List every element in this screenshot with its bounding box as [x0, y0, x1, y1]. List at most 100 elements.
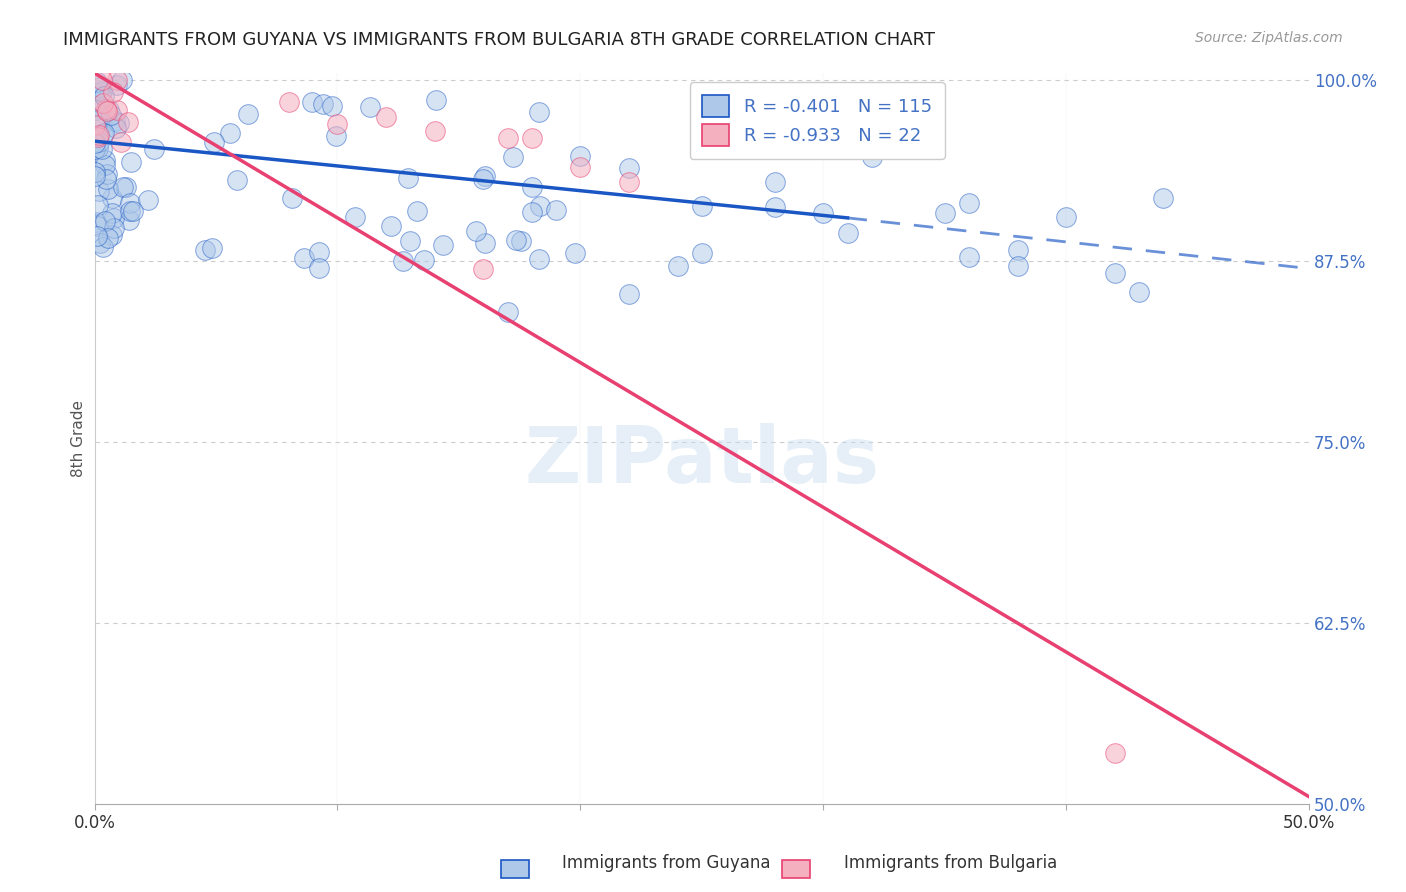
- Point: [94, 103, 117, 117]
- Point: [118, 203, 141, 218]
- Point: [89, 80, 111, 95]
- Point: [94, 172, 117, 186]
- Point: [219, 127, 242, 141]
- Point: [380, 219, 402, 233]
- Point: [87, 198, 110, 212]
- Point: [87, 140, 110, 154]
- Text: Immigrants from Bulgaria: Immigrants from Bulgaria: [844, 855, 1057, 872]
- Point: [546, 202, 568, 217]
- Point: [105, 73, 128, 87]
- Point: [502, 150, 524, 164]
- Point: [90, 101, 112, 115]
- Point: [934, 205, 956, 219]
- Point: [509, 234, 531, 248]
- Point: [714, 128, 737, 143]
- Text: IMMIGRANTS FROM GUYANA VS IMMIGRANTS FROM BULGARIA 8TH GRADE CORRELATION CHART: IMMIGRANTS FROM GUYANA VS IMMIGRANTS FRO…: [63, 31, 935, 49]
- Point: [122, 204, 145, 219]
- Point: [101, 228, 124, 243]
- Point: [86, 228, 108, 243]
- Point: [837, 226, 859, 240]
- Point: [114, 180, 136, 194]
- Point: [399, 234, 422, 248]
- Point: [97, 103, 120, 117]
- Point: [93, 214, 115, 228]
- Point: [238, 107, 260, 121]
- Point: [103, 211, 125, 225]
- Point: [194, 243, 217, 257]
- Point: [111, 73, 134, 87]
- Point: [432, 238, 454, 252]
- Point: [1007, 259, 1029, 273]
- Point: [520, 131, 543, 145]
- Point: [84, 118, 107, 132]
- Point: [83, 165, 105, 179]
- Point: [94, 159, 117, 173]
- Point: [94, 153, 117, 167]
- Point: [91, 128, 114, 143]
- Point: [91, 84, 114, 98]
- Point: [84, 169, 107, 183]
- Point: [406, 204, 429, 219]
- Point: [690, 199, 713, 213]
- Point: [91, 96, 114, 111]
- Point: [89, 128, 111, 142]
- Point: [225, 173, 247, 187]
- Point: [89, 236, 111, 251]
- Point: [101, 85, 124, 99]
- Point: [1104, 747, 1126, 761]
- Y-axis label: 8th Grade: 8th Grade: [72, 401, 86, 477]
- Point: [111, 179, 134, 194]
- Point: [522, 180, 544, 194]
- Point: [118, 213, 141, 227]
- Point: [105, 103, 128, 117]
- Point: [83, 142, 105, 156]
- Point: [957, 250, 980, 264]
- Point: [344, 210, 367, 224]
- Point: [84, 131, 107, 145]
- Point: [87, 129, 110, 144]
- Point: [308, 260, 330, 275]
- Point: [100, 191, 122, 205]
- Point: [84, 136, 107, 150]
- Point: [564, 245, 586, 260]
- Point: [87, 219, 110, 233]
- Point: [103, 114, 125, 128]
- Point: [96, 168, 118, 182]
- Point: [666, 259, 689, 273]
- Point: [527, 105, 550, 120]
- Point: [86, 75, 108, 89]
- Point: [201, 241, 224, 255]
- Point: [617, 175, 640, 189]
- Point: [308, 245, 330, 260]
- Point: [118, 196, 141, 211]
- Point: [413, 253, 436, 268]
- Point: [142, 142, 165, 156]
- Point: [617, 161, 640, 175]
- Point: [103, 221, 125, 235]
- Point: [1152, 191, 1174, 205]
- Point: [100, 108, 122, 122]
- Point: [860, 150, 883, 164]
- Point: [321, 98, 343, 112]
- Point: [136, 193, 159, 207]
- Point: [496, 305, 519, 319]
- Point: [91, 73, 114, 87]
- Point: [569, 148, 592, 162]
- Point: [84, 215, 107, 229]
- Point: [97, 182, 120, 196]
- Point: [425, 94, 447, 108]
- Point: [90, 142, 112, 156]
- Point: [110, 135, 132, 149]
- Point: [1007, 243, 1029, 257]
- Point: [84, 103, 107, 117]
- Point: [93, 240, 115, 254]
- Point: [472, 171, 495, 186]
- Point: [396, 170, 419, 185]
- Point: [391, 254, 413, 268]
- Point: [375, 110, 398, 124]
- Point: [465, 224, 488, 238]
- Point: [84, 132, 107, 146]
- Point: [312, 96, 335, 111]
- Point: [120, 155, 142, 169]
- Point: [1104, 266, 1126, 280]
